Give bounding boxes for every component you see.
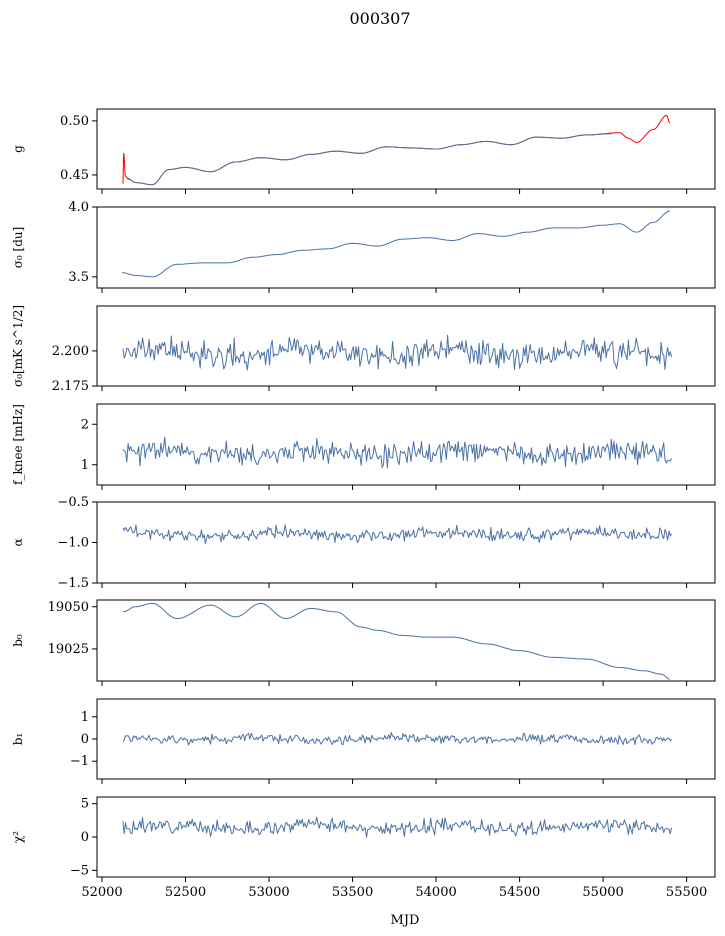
y-tick-label: 19025 bbox=[48, 642, 89, 657]
y-tick-label: 0.45 bbox=[60, 168, 89, 183]
panel-frame bbox=[96, 501, 716, 584]
y-axis-label: σ₀ [du] bbox=[11, 227, 25, 269]
y-tick-label: 0 bbox=[81, 732, 89, 747]
series-g-0 bbox=[122, 115, 671, 186]
panel-frame bbox=[96, 796, 716, 878]
y-axis-label: χ² bbox=[11, 831, 25, 843]
y-tick-label: 3.5 bbox=[68, 270, 89, 285]
y-tick-label: 2 bbox=[81, 417, 89, 432]
y-tick-label: −0.5 bbox=[57, 495, 89, 510]
y-tick-label: 0.50 bbox=[60, 114, 89, 129]
series-b1-0 bbox=[122, 732, 672, 746]
panel-frame bbox=[96, 599, 716, 682]
y-axis-label: f_knee [mHz] bbox=[11, 404, 25, 485]
panel-sigma0: 3.5 4.0 σ₀ [du] bbox=[11, 200, 716, 293]
y-tick-label: −1 bbox=[70, 754, 89, 769]
x-tick-label: 53000 bbox=[248, 885, 289, 900]
x-tick-label: 55000 bbox=[582, 885, 623, 900]
y-tick-label: 0 bbox=[81, 830, 89, 845]
figure-title: 000307 bbox=[349, 9, 410, 28]
panel-b1: −1 0 1 b₁ bbox=[11, 698, 716, 784]
series-fknee-0 bbox=[122, 436, 673, 469]
panel-frame bbox=[96, 206, 716, 289]
y-tick-label: 1 bbox=[81, 710, 89, 725]
y-tick-label: 19050 bbox=[48, 600, 89, 615]
y-tick-label: 2.200 bbox=[52, 344, 89, 359]
series-alpha-0 bbox=[122, 524, 673, 544]
panel-frame bbox=[96, 403, 716, 486]
panel-frame bbox=[96, 305, 716, 387]
panel-frame bbox=[96, 698, 716, 780]
x-tick-label: 54500 bbox=[499, 885, 540, 900]
y-tick-label: −5 bbox=[70, 863, 89, 878]
y-tick-label: 2.175 bbox=[52, 379, 89, 394]
y-tick-label: 1 bbox=[81, 458, 89, 473]
panel-fknee: 1 2 f_knee [mHz] bbox=[11, 403, 716, 490]
y-tick-label: 5 bbox=[81, 797, 89, 812]
y-tick-label: −1.5 bbox=[57, 576, 89, 591]
panel-sigma0-mKs: 2.175 2.200 σ₀[mK s^1/2] bbox=[11, 305, 716, 394]
y-axis-label: b₀ bbox=[11, 634, 25, 647]
x-tick-label: 52500 bbox=[165, 885, 206, 900]
y-axis-label: b₁ bbox=[11, 733, 25, 746]
x-tick-label: 52000 bbox=[81, 885, 122, 900]
x-tick-label: 55500 bbox=[666, 885, 707, 900]
y-axis-label: α bbox=[11, 538, 25, 546]
series-sigma0-mKs-0 bbox=[122, 334, 673, 371]
series-chi2-0 bbox=[122, 816, 673, 838]
y-axis-label: g bbox=[11, 145, 25, 153]
x-axis-label: MJD bbox=[391, 913, 420, 928]
series-b0-0 bbox=[122, 602, 670, 680]
panel-g: 0.45 0.50 g bbox=[11, 108, 716, 194]
x-tick-label: 54000 bbox=[415, 885, 456, 900]
series-g-1 bbox=[127, 133, 612, 186]
panel-alpha: −1.5 −1.0 −0.5 α bbox=[11, 495, 716, 591]
x-tick-label: 53500 bbox=[332, 885, 373, 900]
series-sigma0-0 bbox=[122, 210, 670, 278]
panel-b0: 19025 19050 b₀ bbox=[11, 599, 716, 686]
panel-frame bbox=[96, 108, 716, 190]
y-tick-label: −1.0 bbox=[57, 536, 89, 551]
y-axis-label: σ₀[mK s^1/2] bbox=[11, 305, 25, 387]
panel-chi2: −5 0 5 52000 52500 53000 53500 54000 54500 55000 5… bbox=[11, 796, 716, 900]
panels: 0.45 0.50 g 3.5 4.0 σ₀ [du] 2.175 2.200 σ₀[mK s^… bbox=[11, 108, 716, 900]
y-tick-label: 4.0 bbox=[68, 200, 89, 215]
